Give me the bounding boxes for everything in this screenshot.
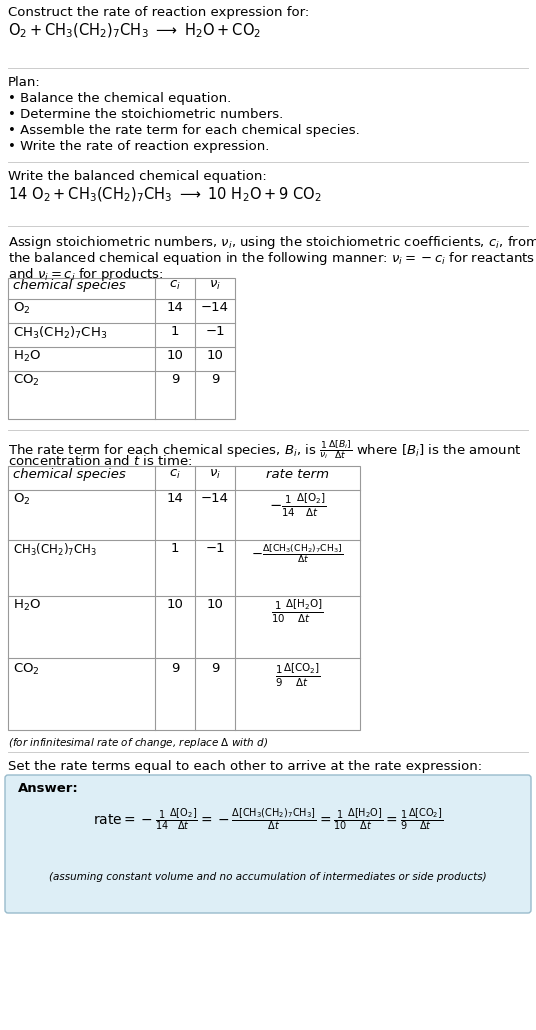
Text: $\frac{1}{9}\frac{\Delta[\mathrm{CO_2}]}{\Delta t}$: $\frac{1}{9}\frac{\Delta[\mathrm{CO_2}]}… [275,662,320,689]
Text: Set the rate terms equal to each other to arrive at the rate expression:: Set the rate terms equal to each other t… [8,760,482,772]
Text: 14: 14 [167,301,183,314]
Text: Write the balanced chemical equation:: Write the balanced chemical equation: [8,170,267,183]
Text: $\mathrm{O_2 + CH_3(CH_2)_7CH_3\ \longrightarrow\ H_2O + CO_2}$: $\mathrm{O_2 + CH_3(CH_2)_7CH_3\ \longri… [8,22,261,40]
Text: $\frac{1}{10}\frac{\Delta[\mathrm{H_2O}]}{\Delta t}$: $\frac{1}{10}\frac{\Delta[\mathrm{H_2O}]… [271,598,324,625]
Text: • Write the rate of reaction expression.: • Write the rate of reaction expression. [8,140,270,153]
Bar [8,466,360,730]
Text: chemical species: chemical species [13,279,126,291]
Text: $\mathrm{rate} = -\frac{1}{14}\frac{\Delta[\mathrm{O_2}]}{\Delta t} = -\frac{\De: $\mathrm{rate} = -\frac{1}{14}\frac{\Del… [93,806,443,832]
Text: 1: 1 [171,325,179,338]
Text: $\mathrm{H_2O}$: $\mathrm{H_2O}$ [13,349,41,364]
Text: 1: 1 [171,542,179,555]
Text: • Assemble the rate term for each chemical species.: • Assemble the rate term for each chemic… [8,124,360,137]
Text: 10: 10 [167,349,183,362]
Text: • Determine the stoichiometric numbers.: • Determine the stoichiometric numbers. [8,108,283,121]
Bar [8,278,235,419]
Text: 9: 9 [171,662,179,675]
Text: Assign stoichiometric numbers, $\nu_i$, using the stoichiometric coefficients, $: Assign stoichiometric numbers, $\nu_i$, … [8,234,536,251]
Text: $\mathrm{O_2}$: $\mathrm{O_2}$ [13,301,31,316]
Text: $\mathrm{CO_2}$: $\mathrm{CO_2}$ [13,373,40,388]
Text: $c_i$: $c_i$ [169,468,181,481]
Text: $\mathrm{CH_3(CH_2)_7CH_3}$: $\mathrm{CH_3(CH_2)_7CH_3}$ [13,325,107,341]
Text: −1: −1 [205,542,225,555]
Text: $\nu_i$: $\nu_i$ [209,279,221,293]
Text: −1: −1 [205,325,225,338]
Text: $-\frac{\Delta[\mathrm{CH_3(CH_2)_7CH_3}]}{\Delta t}$: $-\frac{\Delta[\mathrm{CH_3(CH_2)_7CH_3}… [251,542,344,564]
Text: $\mathrm{CO_2}$: $\mathrm{CO_2}$ [13,662,40,677]
Text: $-\frac{1}{14}\frac{\Delta[\mathrm{O_2}]}{\Delta t}$: $-\frac{1}{14}\frac{\Delta[\mathrm{O_2}]… [269,492,326,519]
Text: $\mathrm{O_2}$: $\mathrm{O_2}$ [13,492,31,507]
Text: −14: −14 [201,301,229,314]
Text: (assuming constant volume and no accumulation of intermediates or side products): (assuming constant volume and no accumul… [49,872,487,882]
Text: 10: 10 [206,349,224,362]
Text: The rate term for each chemical species, $B_i$, is $\frac{1}{\nu_i}\frac{\Delta[: The rate term for each chemical species,… [8,438,522,461]
Text: • Balance the chemical equation.: • Balance the chemical equation. [8,92,231,105]
Text: Construct the rate of reaction expression for:: Construct the rate of reaction expressio… [8,6,309,19]
Text: (for infinitesimal rate of change, replace $\Delta$ with $d$): (for infinitesimal rate of change, repla… [8,736,268,750]
Text: $c_i$: $c_i$ [169,279,181,293]
Text: rate term: rate term [266,468,329,481]
FancyBboxPatch shape [5,775,531,913]
Text: $\mathrm{14\ O_2 + CH_3(CH_2)_7CH_3\ \longrightarrow\ 10\ H_2O + 9\ CO_2}$: $\mathrm{14\ O_2 + CH_3(CH_2)_7CH_3\ \lo… [8,186,322,204]
Text: 9: 9 [171,373,179,386]
Text: the balanced chemical equation in the following manner: $\nu_i = -c_i$ for react: the balanced chemical equation in the fo… [8,250,535,267]
Text: and $\nu_i = c_i$ for products:: and $\nu_i = c_i$ for products: [8,266,163,283]
Text: 14: 14 [167,492,183,505]
Text: 10: 10 [167,598,183,611]
Text: 9: 9 [211,662,219,675]
Text: 9: 9 [211,373,219,386]
Text: 10: 10 [206,598,224,611]
Text: $\mathrm{H_2O}$: $\mathrm{H_2O}$ [13,598,41,613]
Text: Plan:: Plan: [8,76,41,89]
Text: $\nu_i$: $\nu_i$ [209,468,221,481]
Text: Answer:: Answer: [18,782,79,795]
Text: concentration and $t$ is time:: concentration and $t$ is time: [8,454,192,468]
Text: chemical species: chemical species [13,468,126,481]
Text: $\mathrm{CH_3(CH_2)_7CH_3}$: $\mathrm{CH_3(CH_2)_7CH_3}$ [13,542,97,558]
Text: −14: −14 [201,492,229,505]
